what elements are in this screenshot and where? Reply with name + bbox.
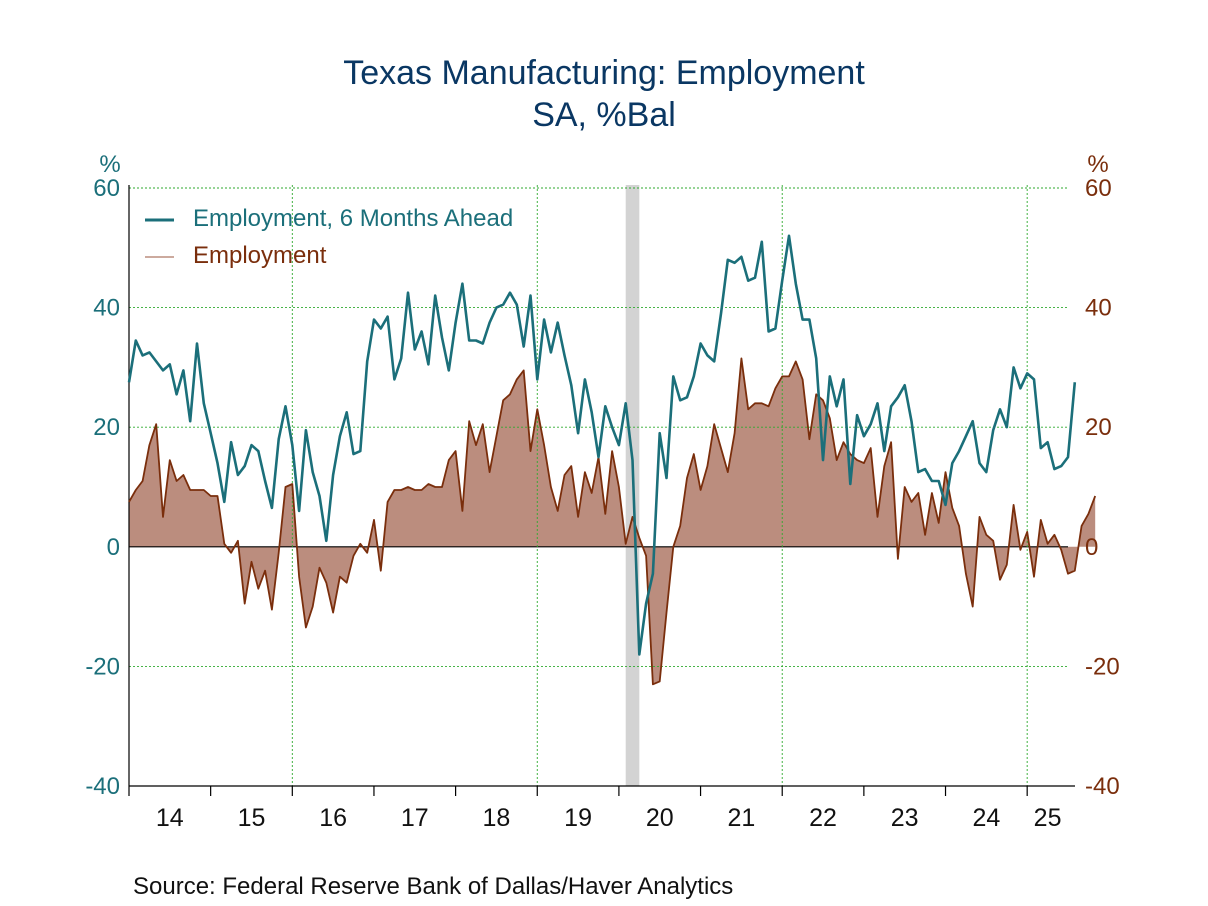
y-ticks: 60 60 40 40 20 20 0 0 -20 -20 -40 -40 — [85, 175, 1119, 800]
y-tick-label-left: -40 — [85, 773, 120, 800]
y-tick-label-right: -40 — [1085, 773, 1120, 800]
grid — [129, 185, 1068, 786]
x-tick-label: 22 — [809, 804, 837, 832]
y-tick-label-right: -20 — [1085, 653, 1120, 680]
employment-area — [129, 358, 1096, 685]
y-tick-label-left: 40 — [93, 295, 120, 322]
y-tick-label-left: 20 — [93, 414, 120, 441]
employment-area-fill — [129, 358, 1096, 685]
series-lines — [127, 234, 1097, 686]
y-unit-left: % — [99, 151, 120, 178]
employment-6-months-ahead-line — [127, 234, 1077, 656]
axes — [128, 185, 1075, 796]
y-tick-label-left: 60 — [93, 175, 120, 202]
legend: Employment, 6 Months Ahead Employment — [145, 205, 513, 269]
employment-line — [128, 357, 1097, 686]
legend-label-ahead: Employment, 6 Months Ahead — [193, 205, 513, 232]
x-tick-label: 19 — [564, 804, 592, 832]
y-unit-right: % — [1087, 151, 1108, 178]
x-tick-label: 25 — [1034, 804, 1062, 832]
x-tick-label: 17 — [401, 804, 429, 832]
x-tick-label: 15 — [238, 804, 266, 832]
x-tick-label: 23 — [891, 804, 919, 832]
x-tick-label: 14 — [156, 804, 184, 832]
legend-label-employment: Employment — [193, 242, 327, 269]
x-tick-label: 16 — [319, 804, 347, 832]
y-tick-label-right: 0 — [1085, 534, 1098, 561]
source-note: Source: Federal Reserve Bank of Dallas/H… — [133, 873, 733, 900]
x-tick-label: 18 — [483, 804, 511, 832]
y-tick-label-left: -20 — [85, 653, 120, 680]
x-tick-label: 24 — [972, 804, 1000, 832]
chart-subtitle: SA, %Bal — [532, 96, 676, 134]
x-tick-label: 20 — [646, 804, 674, 832]
x-tick-label: 21 — [727, 804, 755, 832]
y-tick-label-right: 60 — [1085, 175, 1112, 202]
y-tick-label-right: 20 — [1085, 414, 1112, 441]
x-ticks: 14 15 16 17 18 19 20 21 22 23 24 25 — [156, 786, 1062, 832]
y-tick-label-right: 40 — [1085, 295, 1112, 322]
chart-title: Texas Manufacturing: Employment — [343, 54, 865, 92]
y-tick-label-left: 0 — [107, 534, 120, 561]
